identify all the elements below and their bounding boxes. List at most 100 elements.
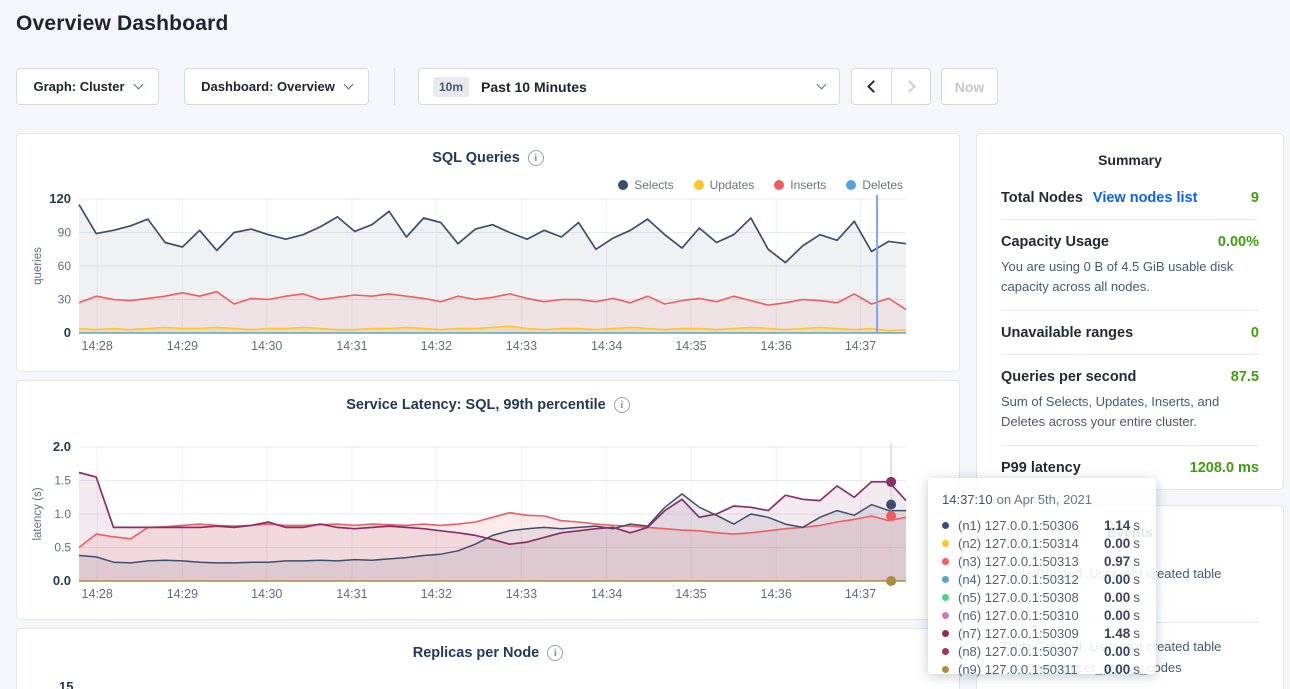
- series-dot: [942, 539, 949, 547]
- tooltip-node-label: (n5) 127.0.0.1:50308: [958, 589, 1079, 605]
- tooltip-unit: s: [1133, 553, 1141, 569]
- tooltip-node-value: 0.00: [1104, 661, 1131, 677]
- summary-item: Total Nodes View nodes list 9: [1001, 176, 1259, 219]
- service-latency-chart-card: Service Latency: SQL, 99th percentile i …: [16, 380, 960, 620]
- legend-dot: [846, 180, 857, 190]
- tooltip-row: (n9) 127.0.0.1:50311 0.00 s: [942, 660, 1142, 678]
- svg-text:14:29: 14:29: [167, 587, 198, 601]
- chevron-down-icon: [133, 79, 143, 90]
- tooltip-row: (n5) 127.0.0.1:50308 0.00 s: [942, 588, 1142, 606]
- summary-item: P99 latency 1208.0 ms: [1001, 445, 1259, 489]
- legend-label: Selects: [634, 178, 674, 192]
- svg-text:0.5: 0.5: [54, 541, 71, 555]
- legend-item-inserts[interactable]: Inserts: [774, 178, 826, 192]
- summary-items: Total Nodes View nodes list 9 Capacity Usag…: [977, 176, 1283, 489]
- tooltip-unit: s: [1133, 607, 1141, 623]
- tooltip-node-value: 1.14: [1104, 517, 1131, 533]
- svg-text:1.5: 1.5: [54, 474, 71, 488]
- controls-divider: [394, 68, 395, 105]
- info-icon[interactable]: i: [527, 150, 544, 166]
- summary-value: 0: [1250, 325, 1259, 341]
- legend-dot: [774, 180, 785, 190]
- legend-item-updates[interactable]: Updates: [693, 178, 755, 192]
- chart-legend: Selects Updates Inserts Deletes: [618, 178, 903, 192]
- replicas-per-node-chart-card: Replicas per Node i 15: [16, 628, 960, 689]
- tooltip-node-label: (n1) 127.0.0.1:50306: [958, 517, 1079, 533]
- chart-hover-tooltip: 14:37:10 on Apr 5th, 2021 (n1) 127.0.0.1…: [928, 478, 1156, 677]
- series-dot: [942, 611, 949, 619]
- svg-text:120: 120: [49, 191, 71, 206]
- tooltip-node-label: (n8) 127.0.0.1:50307: [958, 643, 1079, 659]
- service-latency-chart[interactable]: 14:28 14:29 14:30 14:31 14:32 14:33 14:34 14:35…: [17, 381, 959, 618]
- svg-text:90: 90: [58, 226, 72, 240]
- svg-text:30: 30: [58, 293, 72, 307]
- tooltip-node-label: (n6) 127.0.0.1:50310: [958, 607, 1079, 623]
- tooltip-node-value: 1.48: [1104, 625, 1131, 641]
- now-button-label: Now: [954, 78, 985, 95]
- legend-item-selects[interactable]: Selects: [618, 178, 674, 192]
- info-icon[interactable]: i: [613, 397, 630, 413]
- tooltip-node-value: 0.00: [1104, 643, 1131, 659]
- tooltip-unit: s: [1133, 571, 1141, 587]
- tooltip-row: (n7) 127.0.0.1:50309 1.48 s: [942, 624, 1142, 642]
- view-nodes-list-link[interactable]: View nodes list: [1092, 190, 1198, 206]
- svg-text:14:36: 14:36: [761, 587, 792, 601]
- page-title: Overview Dashboard: [16, 12, 229, 35]
- legend-label: Inserts: [790, 178, 827, 192]
- tooltip-node-label: (n9) 127.0.0.1:50311: [958, 661, 1078, 677]
- time-range-label: Past 10 Minutes: [481, 78, 587, 95]
- tooltip-node-value: 0.97: [1104, 553, 1131, 569]
- svg-text:14:33: 14:33: [506, 339, 537, 353]
- chart-title-row: Service Latency: SQL, 99th percentile i: [17, 397, 959, 413]
- tooltip-unit: s: [1133, 535, 1141, 551]
- time-step-buttons: [851, 68, 931, 105]
- next-time-button[interactable]: [891, 69, 930, 104]
- svg-text:0: 0: [64, 325, 71, 340]
- prev-time-button[interactable]: [852, 69, 891, 104]
- svg-text:14:34: 14:34: [591, 587, 622, 601]
- tooltip-rows: (n1) 127.0.0.1:50306 1.14 s (n2) 127.0.0.1:…: [942, 516, 1142, 678]
- tooltip-unit: s: [1133, 589, 1141, 605]
- chevron-down-icon: [343, 79, 354, 90]
- legend-label: Updates: [709, 178, 755, 192]
- tooltip-unit: s: [1133, 625, 1141, 641]
- legend-item-deletes[interactable]: Deletes: [846, 178, 903, 192]
- summary-subtext: You are using 0 B of 4.5 GiB usable disk…: [1001, 259, 1234, 294]
- tooltip-node-value: 0.00: [1104, 571, 1131, 587]
- tooltip-node-value: 0.00: [1104, 607, 1131, 623]
- now-button[interactable]: Now: [941, 68, 998, 105]
- svg-text:latency (s): latency (s): [32, 487, 44, 540]
- tooltip-timestamp: 14:37:10 on Apr 5th, 2021: [942, 492, 1142, 507]
- time-range-picker[interactable]: 10m Past 10 Minutes: [418, 68, 840, 105]
- svg-text:2.0: 2.0: [53, 439, 71, 454]
- series-dot: [942, 521, 949, 529]
- svg-text:14:34: 14:34: [591, 339, 622, 353]
- summary-value: 87.5: [1230, 369, 1259, 385]
- dashboard-dropdown[interactable]: Dashboard: Overview: [184, 68, 369, 105]
- info-icon[interactable]: i: [547, 645, 564, 661]
- legend-dot: [693, 180, 704, 190]
- dashboard-dropdown-label: Dashboard: Overview: [201, 79, 335, 94]
- svg-text:14:32: 14:32: [421, 587, 452, 601]
- summary-panel: Summary Total Nodes View nodes list 9 Capac…: [976, 133, 1284, 490]
- svg-text:14:28: 14:28: [82, 339, 113, 353]
- tooltip-node-value: 0.00: [1104, 535, 1131, 551]
- svg-text:0.0: 0.0: [53, 573, 71, 588]
- series-dot: [942, 593, 949, 601]
- series-dot: [942, 557, 949, 565]
- chevron-left-icon: [867, 80, 880, 93]
- svg-text:14:37: 14:37: [845, 339, 876, 353]
- tooltip-row: (n6) 127.0.0.1:50310 0.00 s: [942, 606, 1142, 624]
- summary-label: Capacity Usage: [1001, 234, 1109, 250]
- svg-text:14:28: 14:28: [82, 587, 113, 601]
- summary-item: Queries per second 87.5 Sum of Selects, Up…: [1001, 354, 1259, 445]
- svg-text:14:31: 14:31: [336, 587, 367, 601]
- tooltip-node-label: (n2) 127.0.0.1:50314: [958, 535, 1079, 551]
- tooltip-row: (n2) 127.0.0.1:50314 0.00 s: [942, 534, 1142, 552]
- svg-text:14:35: 14:35: [675, 587, 706, 601]
- chart-title-row: SQL Queries i: [17, 150, 959, 166]
- sql-queries-chart[interactable]: 14:28 14:29 14:30 14:31 14:32 14:33 14:34 14:35…: [17, 134, 959, 371]
- svg-text:60: 60: [58, 259, 72, 273]
- graph-dropdown[interactable]: Graph: Cluster: [16, 68, 159, 105]
- chart-title: Replicas per Node: [412, 645, 540, 661]
